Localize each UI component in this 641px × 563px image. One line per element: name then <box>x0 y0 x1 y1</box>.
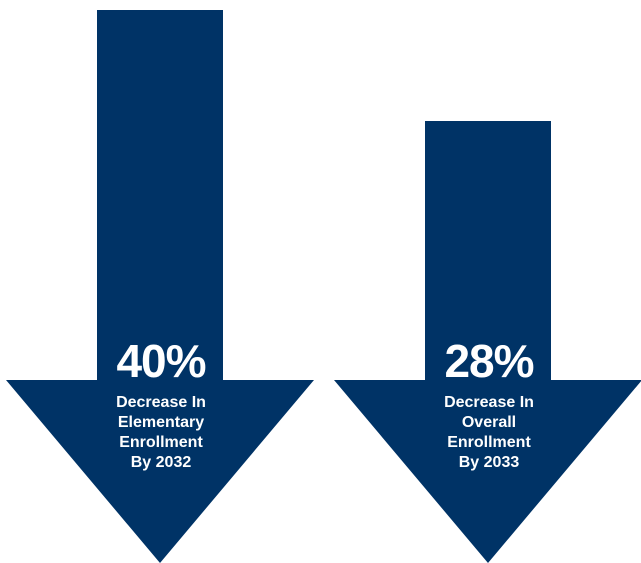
arrow-elementary-40 <box>6 10 314 563</box>
caption-line: Elementary <box>117 414 205 431</box>
arrow-overall-28 <box>334 121 641 563</box>
value-label-elementary: 40% <box>116 335 206 387</box>
caption-line: Enrollment <box>119 434 203 451</box>
caption-line: By 2032 <box>130 454 192 471</box>
caption-line: Enrollment <box>447 434 531 451</box>
caption-elementary: Decrease In Elementary Enrollment By 203… <box>71 393 251 473</box>
caption-line: By 2033 <box>458 454 520 471</box>
caption-line: Decrease In <box>444 394 534 411</box>
caption-line: Decrease In <box>116 394 206 411</box>
caption-overall: Decrease In Overall Enrollment By 2033 <box>399 393 579 473</box>
caption-line: Overall <box>461 414 517 431</box>
value-label-overall: 28% <box>444 335 534 387</box>
